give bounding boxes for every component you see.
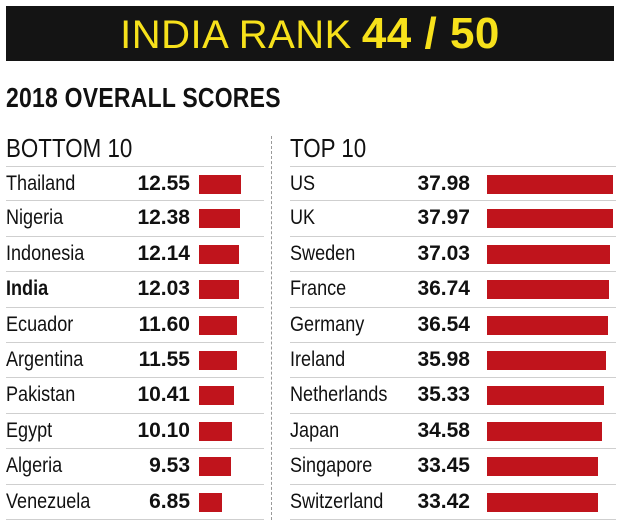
category-label: Japan: [290, 418, 340, 442]
category-label: Venezuela: [6, 489, 91, 513]
bar-row: Singapore 33.45: [290, 449, 616, 485]
category-label: Ecuador: [6, 312, 74, 336]
value-label: 10.10: [137, 418, 190, 442]
bar-row: Thailand 12.55: [6, 166, 264, 202]
bar-row: Nigeria 12.38: [6, 201, 264, 237]
bar: [487, 280, 609, 300]
category-label: Indonesia: [6, 241, 85, 265]
bar-row: Egypt 10.10: [6, 414, 264, 450]
bar-row: Netherlands 35.33: [290, 378, 616, 414]
chart-subtitle: 2018 OVERALL SCORES: [6, 82, 281, 113]
bar: [199, 244, 240, 264]
banner-text: INDIA RANK 44 / 50: [120, 9, 500, 59]
value-label: 12.03: [137, 277, 190, 301]
top-10-panel: TOP 10 US 37.98 UK 37.97 Sweden 37.03 France 36…: [290, 130, 616, 520]
category-label: India: [6, 277, 49, 301]
bar: [487, 457, 598, 477]
banner-rank: 44 / 50: [361, 8, 500, 58]
bar-row: US 37.98: [290, 166, 616, 202]
bar: [487, 421, 602, 441]
bottom-10-title: BOTTOM 10: [6, 133, 133, 163]
bar-row: Pakistan 10.41: [6, 378, 264, 414]
value-label: 33.42: [417, 489, 470, 513]
banner-label: INDIA RANK: [120, 12, 352, 57]
value-label: 11.55: [138, 347, 190, 371]
bar-row: Germany 36.54: [290, 308, 616, 343]
panel-divider: [271, 136, 272, 520]
bar: [487, 244, 610, 264]
bar-row: Japan 34.58: [290, 414, 616, 450]
category-label: Sweden: [290, 241, 356, 265]
bar: [199, 350, 238, 370]
category-label: US: [290, 172, 316, 195]
bar-row: Indonesia 12.14: [6, 237, 264, 273]
category-label: Singapore: [290, 454, 373, 478]
bottom-10-rows: Thailand 12.55 Nigeria 12.38 Indonesia 12.14 I…: [6, 166, 264, 520]
bar-row: Algeria 9.53: [6, 449, 264, 485]
bar: [199, 492, 222, 512]
value-label: 12.14: [137, 241, 190, 265]
category-label: Algeria: [6, 454, 63, 478]
bar: [199, 175, 241, 194]
bar-row: Ireland 35.98: [290, 343, 616, 379]
category-label: Switzerland: [290, 489, 384, 513]
bar-row: France 36.74: [290, 272, 616, 308]
value-label: 35.98: [417, 347, 470, 371]
value-label: 36.74: [417, 277, 470, 301]
bar: [487, 175, 613, 194]
bar: [199, 315, 238, 335]
bar: [199, 457, 231, 477]
bar: [199, 421, 233, 441]
value-label: 36.54: [417, 312, 470, 336]
bar-row: Ecuador 11.60: [6, 308, 264, 343]
bar: [487, 315, 609, 335]
category-label: Germany: [290, 312, 365, 336]
value-label: 37.97: [417, 206, 470, 230]
bar: [487, 350, 607, 370]
category-label: Argentina: [6, 347, 84, 371]
value-label: 37.03: [417, 241, 470, 265]
category-label: UK: [290, 206, 316, 230]
title-banner: INDIA RANK 44 / 50: [6, 6, 614, 61]
category-label: Nigeria: [6, 206, 64, 230]
bar-row: Venezuela 6.85: [6, 485, 264, 520]
category-label: Netherlands: [290, 383, 388, 407]
bar: [487, 492, 598, 512]
value-label: 11.60: [138, 312, 190, 336]
value-label: 9.53: [149, 454, 190, 478]
value-label: 10.41: [137, 383, 190, 407]
bar: [199, 209, 241, 229]
value-label: 35.33: [417, 383, 470, 407]
value-label: 12.55: [137, 172, 190, 195]
category-label: France: [290, 277, 347, 301]
value-label: 37.98: [417, 172, 470, 195]
bar: [199, 280, 239, 300]
bar: [487, 386, 605, 406]
value-label: 34.58: [417, 418, 470, 442]
category-label: Thailand: [6, 172, 76, 195]
bar-row: UK 37.97: [290, 201, 616, 237]
category-label: Ireland: [290, 347, 346, 371]
value-label: 33.45: [417, 454, 470, 478]
bottom-10-panel: BOTTOM 10 Thailand 12.55 Nigeria 12.38 Indon…: [6, 130, 264, 520]
bar-row: India 12.03: [6, 272, 264, 308]
value-label: 12.38: [137, 206, 190, 230]
top-10-title: TOP 10: [290, 133, 367, 163]
category-label: Egypt: [6, 418, 53, 442]
category-label: Pakistan: [6, 383, 76, 407]
bar-row: Switzerland 33.42: [290, 485, 616, 520]
bar-row: Argentina 11.55: [6, 343, 264, 379]
value-label: 6.85: [149, 489, 190, 513]
top-10-rows: US 37.98 UK 37.97 Sweden 37.03 France 36.74 Germ…: [290, 166, 616, 520]
bar: [487, 209, 613, 229]
bar: [199, 386, 234, 406]
bar-row: Sweden 37.03: [290, 237, 616, 273]
